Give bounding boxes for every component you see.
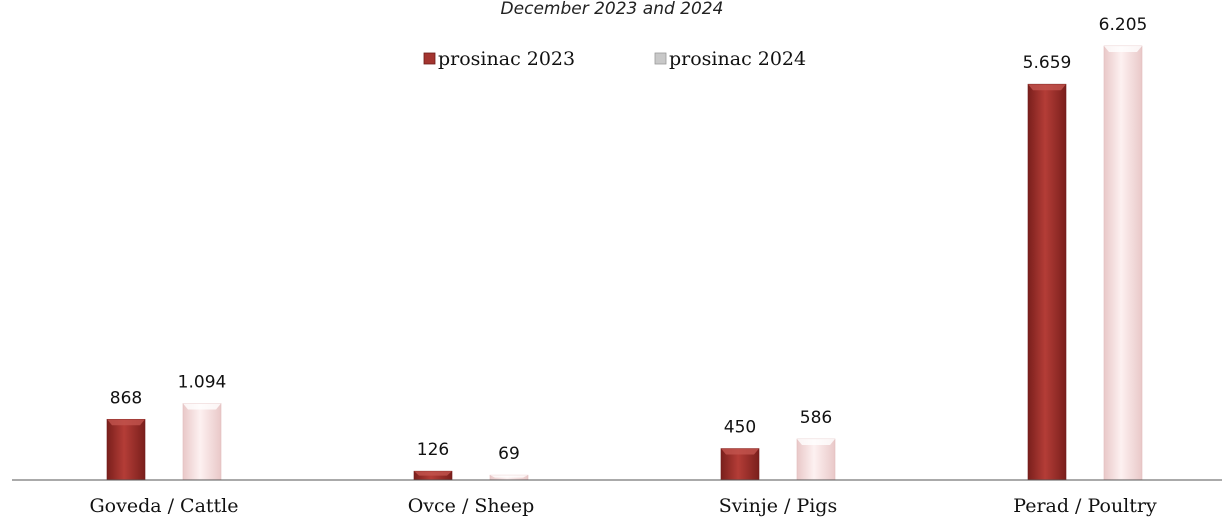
bars xyxy=(106,45,1143,481)
value-labels: 868 126 450 5.659 1.094 69 586 6.205 xyxy=(110,15,1148,464)
category-label-0: Goveda / Cattle xyxy=(89,495,238,517)
bar-2024-0 xyxy=(182,403,222,481)
category-labels: Goveda / Cattle Ovce / Sheep Svinje / Pigs… xyxy=(89,495,1157,517)
value-label-2023-2: 450 xyxy=(724,418,756,438)
legend-label-2023: prosinac 2023 xyxy=(438,48,575,70)
bar-2024-2 xyxy=(796,438,836,481)
value-label-2024-2: 586 xyxy=(800,408,832,428)
category-label-1: Ovce / Sheep xyxy=(408,495,535,517)
chart-subtitle: December 2023 and 2024 xyxy=(501,0,724,19)
value-label-2024-0: 1.094 xyxy=(178,372,227,392)
legend-label-2024: prosinac 2024 xyxy=(669,48,806,70)
legend-swatch-2024 xyxy=(654,52,667,65)
bar-cap-2024-0 xyxy=(183,403,221,410)
category-label-2: Svinje / Pigs xyxy=(719,495,837,517)
bar-cap-2023-2 xyxy=(721,448,759,455)
value-label-2024-3: 6.205 xyxy=(1099,15,1148,35)
bar-cap-2023-3 xyxy=(1028,84,1066,91)
bar-cap-2024-3 xyxy=(1104,46,1142,52)
legend: prosinac 2023 prosinac 2024 xyxy=(423,48,806,70)
bar-cap-2024-1 xyxy=(490,475,528,478)
value-label-2023-3: 5.659 xyxy=(1023,53,1072,73)
value-label-2024-1: 69 xyxy=(498,444,520,464)
legend-swatch-2023 xyxy=(423,52,436,65)
bar-cap-2023-1 xyxy=(414,471,452,476)
bar-2023-0 xyxy=(106,418,146,481)
bar-cap-2024-2 xyxy=(797,439,835,446)
bar-cap-2023-0 xyxy=(107,419,145,426)
value-label-2023-1: 126 xyxy=(417,440,449,460)
category-label-3: Perad / Poultry xyxy=(1013,495,1157,517)
bar-2024-3 xyxy=(1103,45,1143,481)
bar-2023-3 xyxy=(1027,83,1067,481)
value-label-2023-0: 868 xyxy=(110,388,142,408)
